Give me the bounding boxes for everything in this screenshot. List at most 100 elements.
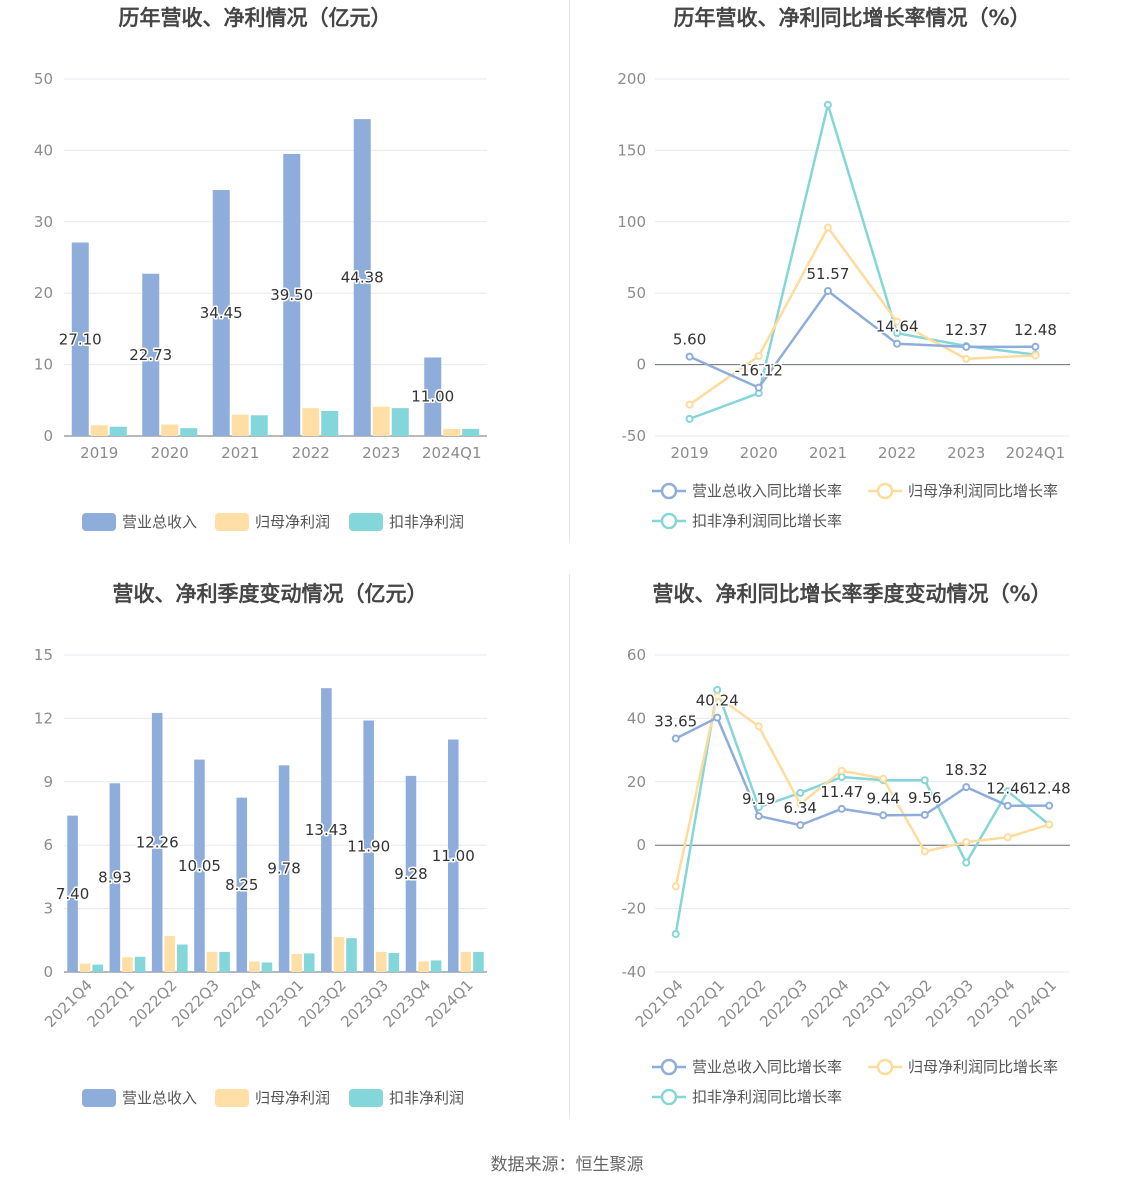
data-point: [920, 810, 929, 819]
legend-label: 扣非净利润同比增长率: [692, 1088, 842, 1106]
data-point: [962, 354, 971, 363]
bar-net-profit: [161, 424, 179, 436]
data-point: [893, 339, 902, 348]
legend-swatch: [349, 1089, 383, 1107]
annual-growth-chart-svg: 历年营收、净利同比增长率情况（%） -50 0 50 100 150 200 2019 2020…: [617, 6, 1070, 530]
legend-label: 营业总收入: [122, 1089, 197, 1107]
legend-item: 归母净利润同比增长率: [868, 482, 1058, 500]
panel-divider-top: [569, 0, 570, 542]
bar-deducted-profit: [92, 964, 104, 972]
legend-label: 归母净利润同比增长率: [908, 482, 1058, 500]
bar-data-label: 34.45: [200, 304, 243, 322]
bar-data-label: 44.38: [341, 269, 384, 287]
line-data-label: 40.24: [696, 692, 739, 710]
line-data-label: 14.64: [876, 318, 919, 336]
bar-data-label: 8.25: [225, 876, 258, 894]
bar-data-label: 11.00: [411, 388, 454, 406]
bar-net-profit: [333, 937, 345, 972]
x-tick-label: 2022: [292, 444, 330, 462]
bar-data-label: 39.50: [270, 286, 313, 304]
bar-revenue: [424, 357, 442, 436]
legend-item: 扣非净利润: [349, 513, 464, 531]
y-tick-label: 100: [617, 213, 646, 231]
legend-label: 扣非净利润: [389, 513, 464, 531]
x-tick-label: 2019: [670, 444, 708, 462]
y-tick-label: -20: [622, 900, 647, 918]
bar-data-label: 8.93: [98, 869, 131, 887]
quarterly-revenue-profit-chart: 营收、净利季度变动情况（亿元） 0 3 6 9 12 15 2021Q4 2022Q1 2022Q…: [0, 574, 567, 1148]
data-point: [713, 692, 722, 701]
data-point: [1003, 833, 1012, 842]
bar-deducted-profit: [462, 428, 480, 436]
data-point: [962, 858, 971, 867]
x-tick-label: 2024Q1: [422, 444, 482, 462]
data-point: [837, 766, 846, 775]
x-tick-label: 2021: [221, 444, 259, 462]
data-point: [796, 799, 805, 808]
legend-label: 营业总收入: [122, 513, 197, 531]
legend-swatch: [82, 513, 116, 531]
series-line-net-profit-growth: [674, 694, 1050, 887]
bar-deducted-profit: [321, 411, 339, 436]
y-tick-label: 20: [627, 773, 646, 791]
line-data-label: 12.48: [1014, 321, 1057, 339]
y-tick-label: 6: [43, 836, 53, 854]
legend-marker: [660, 1058, 678, 1076]
bar-net-profit: [302, 408, 320, 436]
annual-bar-chart-svg: 历年营收、净利情况（亿元） 0 10 20 30 40 50 2019 2020 2021 2022…: [34, 6, 487, 531]
bar-data-label: 13.43: [305, 821, 348, 839]
bar-deducted-profit: [391, 408, 409, 436]
x-tick-label: 2021: [809, 444, 847, 462]
quarterly-growth-chart-svg: 营收、净利同比增长率季度变动情况（%）-40-2002040602021Q420…: [622, 582, 1073, 1106]
data-point: [962, 342, 971, 351]
bar-data-label: 9.28: [394, 865, 427, 883]
line-data-label: 12.46: [986, 780, 1029, 798]
bar-revenue: [363, 720, 374, 972]
bar-revenue: [236, 797, 248, 972]
data-point: [879, 774, 888, 783]
bar-deducted-profit: [261, 962, 273, 972]
bar-net-profit: [460, 951, 472, 972]
line-data-label: 12.48: [1028, 780, 1071, 798]
line-data-label: 9.44: [867, 789, 900, 807]
series-line-revenue-growth: [689, 289, 1036, 389]
bar-revenue: [278, 765, 290, 972]
data-point: [837, 804, 846, 813]
data-point: [754, 352, 763, 361]
legend-swatch: [215, 1089, 249, 1107]
y-tick-label: 20: [34, 284, 53, 302]
bar-net-profit: [79, 963, 91, 972]
bar-deducted-profit: [109, 426, 127, 436]
x-tick-label: 2020: [151, 444, 189, 462]
bar-deducted-profit: [250, 415, 268, 436]
series-line-revenue-growth: [675, 716, 1050, 827]
data-point: [671, 929, 680, 938]
legend-item: 营业总收入: [82, 1089, 197, 1107]
line-data-label: 9.56: [908, 789, 941, 807]
bar-net-profit: [418, 961, 429, 972]
x-tick-label: 2023: [947, 444, 985, 462]
bar-net-profit: [122, 957, 133, 972]
data-point: [1003, 787, 1012, 796]
line-data-label: 9.19: [742, 790, 775, 808]
legend-label: 归母净利润: [255, 1089, 330, 1107]
bar-revenue: [151, 712, 163, 972]
x-tick-label: 2023: [362, 444, 400, 462]
data-point: [893, 329, 902, 338]
legend-marker: [660, 1088, 678, 1106]
chart-title: 营收、净利同比增长率季度变动情况（%）: [652, 582, 1051, 606]
legend-label: 营业总收入同比增长率: [692, 482, 842, 500]
legend-marker: [876, 482, 894, 500]
x-tick-label: 2019: [80, 444, 118, 462]
bar-net-profit: [443, 428, 461, 436]
bar-revenue: [405, 775, 417, 972]
chart-title: 营收、净利季度变动情况（亿元）: [113, 582, 428, 606]
bar-revenue: [194, 759, 205, 972]
bar-revenue: [71, 242, 89, 436]
data-point: [671, 734, 680, 743]
data-point: [796, 788, 805, 797]
bar-net-profit: [372, 406, 390, 436]
legend-label: 扣非净利润同比增长率: [692, 512, 842, 530]
data-point: [685, 414, 694, 423]
legend-swatch: [215, 513, 249, 531]
